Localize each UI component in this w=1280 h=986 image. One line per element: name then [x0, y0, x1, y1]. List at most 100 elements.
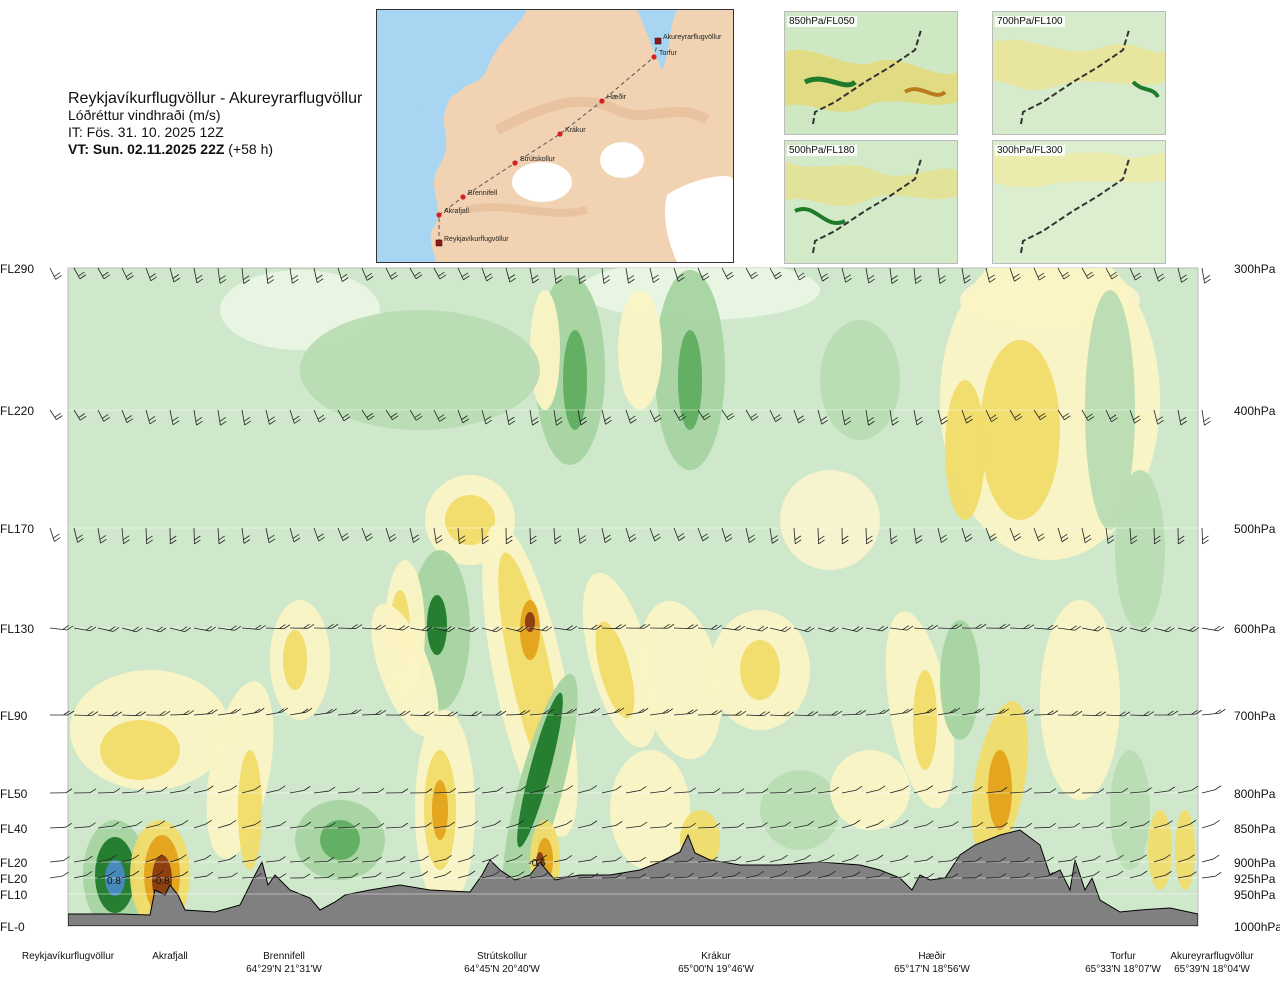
pressure-level-axis: 300hPa400hPa500hPa600hPa700hPa800hPa850h…: [1234, 262, 1280, 934]
minimap-label: 300hPa/FL300: [995, 145, 1065, 156]
wind-barb: [50, 857, 69, 862]
field-contour: [530, 290, 560, 410]
location-name: Akrafjall: [152, 951, 188, 962]
flight-level-label: FL20: [0, 856, 28, 870]
wind-barb: [1202, 786, 1221, 793]
minimap-300: 300hPa/FL300: [992, 140, 1166, 264]
location-name: Hæðir: [918, 950, 946, 962]
field-contour: [760, 770, 840, 850]
minimap-700: 700hPa/FL100: [992, 11, 1166, 135]
wind-barb-feather: [1214, 820, 1220, 824]
wind-barb-staff: [50, 861, 63, 862]
location-name: Akureyrarflugvöllur: [1170, 951, 1254, 962]
route-map-svg: AkureyrarflugvöllurTorfurHæðirKrákurStrú…: [377, 10, 733, 262]
minimap-label: 500hPa/FL180: [787, 145, 857, 156]
flight-level-label: FL130: [0, 622, 34, 636]
waypoint-label: Krákur: [565, 127, 586, 134]
minimap-500: 500hPa/FL180: [784, 140, 958, 264]
pressure-level-label: 800hPa: [1234, 787, 1276, 801]
wind-barb-staff: [698, 792, 714, 793]
waypoint-marker: [512, 160, 517, 165]
field-contour: [913, 670, 937, 770]
wind-barb-staff: [50, 268, 56, 279]
field-value-label: -0.6: [528, 858, 546, 869]
wind-barb-feather: [1204, 417, 1210, 421]
wind-barb-feather: [56, 416, 62, 420]
field-contour: [1110, 750, 1150, 870]
wind-barb: [1202, 855, 1219, 862]
minimap-label: 700hPa/FL100: [995, 16, 1065, 27]
wind-barb-staff: [1202, 713, 1219, 715]
wind-barb-staff: [866, 528, 867, 544]
flight-level-label: FL-0: [0, 920, 25, 934]
wind-barb-staff: [1202, 410, 1204, 425]
location-name: Strútskollur: [477, 951, 528, 962]
wind-barb-feather: [53, 534, 59, 538]
waypoint-marker: [557, 131, 562, 136]
field-contour: [563, 330, 587, 430]
waypoint-marker: [436, 240, 442, 246]
minimap-700-svg: [993, 12, 1165, 134]
wind-barb-feather: [1213, 855, 1219, 859]
field-contour: [980, 340, 1060, 520]
field-contour: [945, 380, 985, 520]
wind-barb-feather: [1215, 872, 1221, 876]
field-contour: [618, 290, 662, 410]
waypoint-label: Brennifell: [468, 190, 498, 197]
wind-barb-staff: [98, 792, 114, 793]
chart-title-block: Reykjavíkurflugvöllur - Akureyrarflugvöl…: [68, 90, 362, 158]
field-contour: [830, 750, 910, 830]
wind-barb-feather: [55, 413, 61, 417]
location-coord: 64°45'N 20°40'W: [464, 964, 540, 975]
flight-level-label: FL220: [0, 404, 34, 418]
pressure-level-label: 300hPa: [1234, 262, 1276, 276]
waypoint-label: Akrafjall: [444, 208, 469, 215]
location-name: Torfur: [1110, 951, 1136, 962]
flight-level-label: FL10: [0, 888, 28, 902]
minimap-500-svg: [785, 141, 957, 263]
pressure-level-label: 850hPa: [1234, 822, 1276, 836]
wind-barb-feather: [56, 275, 62, 279]
field-contour: [100, 720, 180, 780]
wind-barb-staff: [170, 714, 188, 715]
wind-barb: [1202, 528, 1209, 544]
wind-barb: [1202, 410, 1210, 425]
valid-time: VT: Sun. 02.11.2025 22Z (+58 h): [68, 141, 362, 158]
wind-barb: [1202, 626, 1224, 631]
pressure-level-label: 400hPa: [1234, 404, 1276, 418]
wind-barb-staff: [1202, 859, 1213, 862]
location-name: Krákur: [701, 951, 731, 962]
wind-barb-feather: [1205, 279, 1211, 283]
field-contour: [740, 640, 780, 700]
route-title: Reykjavíkurflugvöllur - Akureyrarflugvöl…: [68, 90, 362, 107]
wind-barb-feather: [1218, 627, 1224, 631]
wind-barb: [50, 268, 62, 279]
field-contour: [610, 750, 690, 870]
waypoint-label: Hæðir: [607, 93, 627, 101]
valid-time-offset: (+58 h): [224, 141, 273, 157]
flight-level-label: FL20: [0, 872, 28, 886]
wind-barb-staff: [1202, 790, 1215, 793]
pressure-level-label: 1000hPa: [1234, 920, 1280, 934]
wind-barb: [50, 872, 69, 878]
cross-section-svg: FL290FL220FL170FL130FL90FL50FL40FL20FL20…: [0, 250, 1280, 981]
wind-barb-feather: [1203, 540, 1209, 544]
wind-barb-staff: [1202, 876, 1215, 878]
waypoint-marker: [436, 212, 441, 217]
location-coord: 65°17'N 18°56'W: [894, 964, 970, 975]
pressure-level-label: 500hPa: [1234, 522, 1276, 536]
field-contour: [820, 320, 900, 440]
location-coord: 65°33'N 18°07'W: [1085, 964, 1161, 975]
minimap-label: 850hPa/FL050: [787, 16, 857, 27]
waypoint-label: Reykjavíkurflugvöllur: [444, 236, 509, 243]
minimap-850-svg: [785, 12, 957, 134]
field-contour: [300, 310, 540, 430]
flight-level-label: FL290: [0, 262, 34, 276]
waypoint-marker: [655, 38, 661, 44]
location-coord: 65°00'N 19°46'W: [678, 964, 754, 975]
wind-barb-staff: [1202, 528, 1203, 544]
pressure-level-label: 925hPa: [1234, 872, 1276, 886]
wind-barb: [1202, 709, 1225, 715]
